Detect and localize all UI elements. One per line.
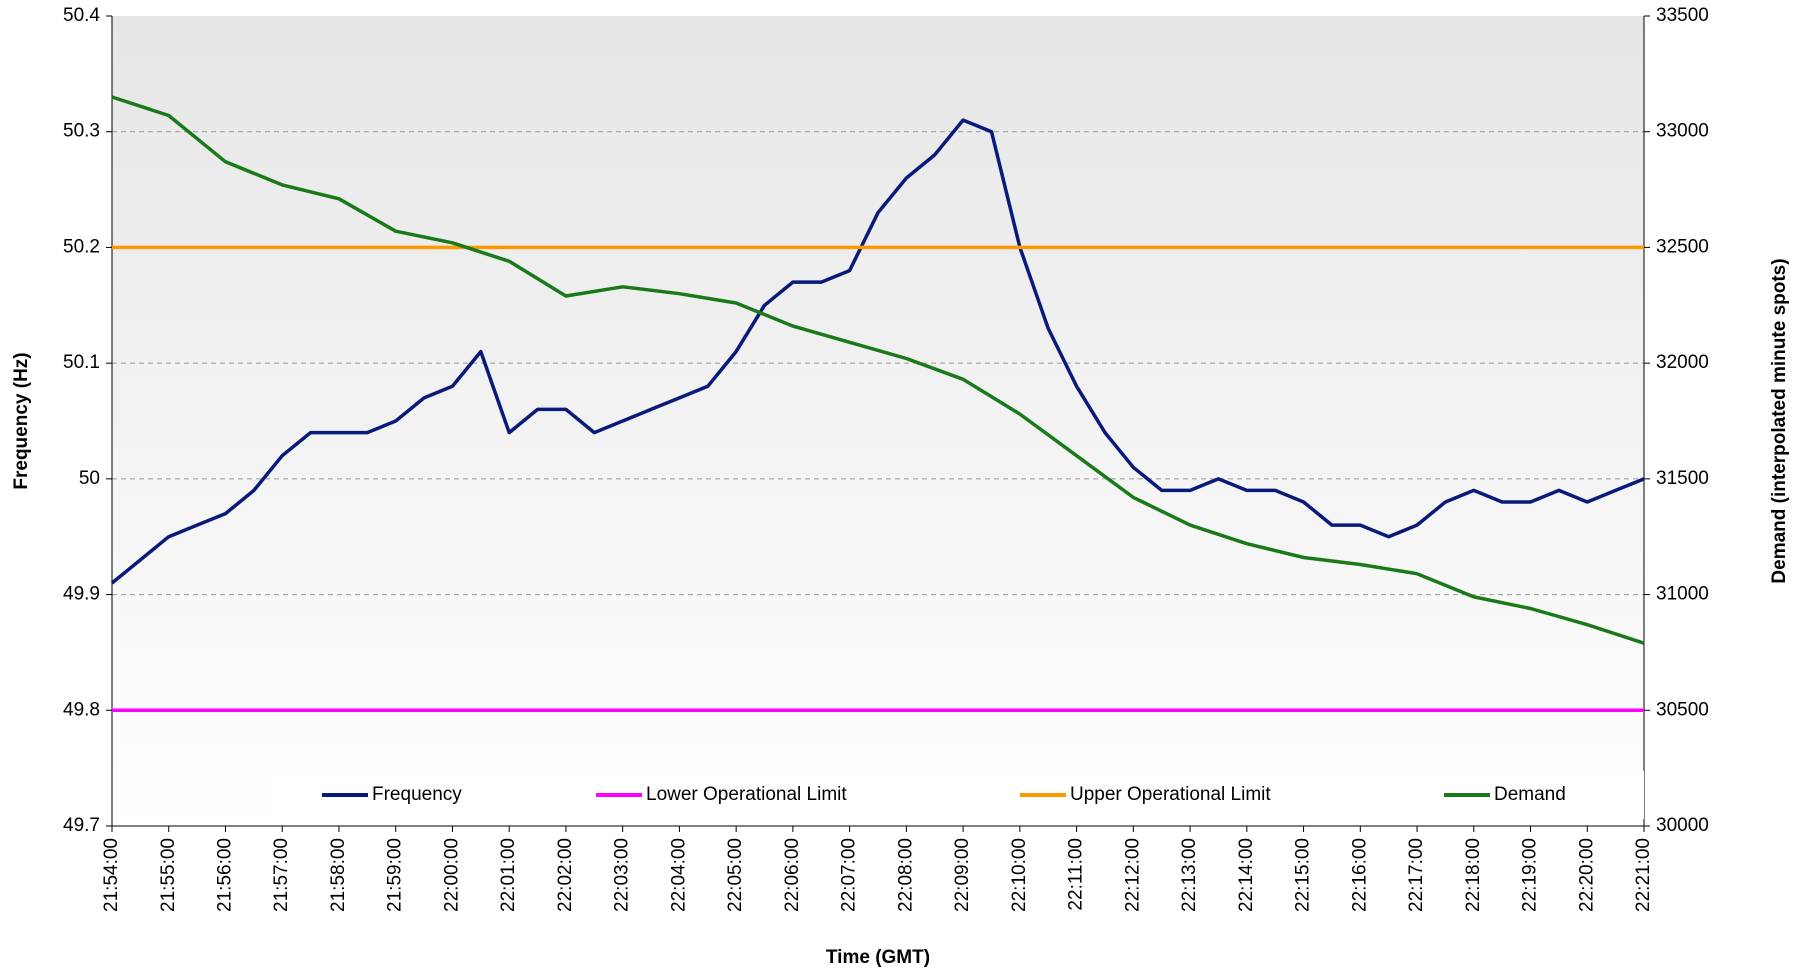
y2-tick-label: 32000 xyxy=(1656,352,1709,373)
y-tick-label: 49.7 xyxy=(63,815,100,836)
legend-label: Lower Operational Limit xyxy=(646,784,847,805)
x-tick-label: 22:08:00 xyxy=(895,838,916,912)
x-tick-label: 21:57:00 xyxy=(271,838,292,912)
plot-area xyxy=(112,16,1644,826)
x-tick-label: 22:09:00 xyxy=(952,838,973,912)
x-tick-label: 21:54:00 xyxy=(101,838,122,912)
legend-label: Upper Operational Limit xyxy=(1070,784,1271,805)
y-tick-label: 50.3 xyxy=(63,121,100,142)
x-tick-label: 22:06:00 xyxy=(782,838,803,912)
x-tick-label: 22:02:00 xyxy=(555,838,576,912)
x-axis-title: Time (GMT) xyxy=(826,947,930,968)
x-tick-label: 22:18:00 xyxy=(1463,838,1484,912)
series-line xyxy=(110,118,1645,585)
y2-tick-label: 33500 xyxy=(1656,5,1709,26)
x-tick-label: 22:21:00 xyxy=(1633,838,1654,912)
x-tick-label: 22:20:00 xyxy=(1576,838,1597,912)
y-tick-label: 50.1 xyxy=(63,352,100,373)
x-tick-label: 22:14:00 xyxy=(1236,838,1257,912)
y-tick-label: 50 xyxy=(79,468,100,489)
legend-box xyxy=(267,771,1644,819)
x-tick-label: 22:03:00 xyxy=(612,838,633,912)
x-tick-label: 22:19:00 xyxy=(1520,838,1541,912)
x-tick-label: 22:10:00 xyxy=(1009,838,1030,912)
y-tick-label: 49.8 xyxy=(63,699,100,720)
x-tick-label: 22:07:00 xyxy=(839,838,860,912)
y2-tick-label: 31500 xyxy=(1656,468,1709,489)
y-tick-label: 50.4 xyxy=(63,5,100,26)
legend-label: Frequency xyxy=(372,784,462,805)
x-tick-label: 22:17:00 xyxy=(1406,838,1427,912)
x-tick-label: 21:59:00 xyxy=(385,838,406,912)
x-tick-label: 22:12:00 xyxy=(1122,838,1143,912)
y2-tick-label: 33000 xyxy=(1656,121,1709,142)
y-axis-title: Frequency (Hz) xyxy=(11,352,32,489)
y2-tick-label: 32500 xyxy=(1656,236,1709,257)
y2-tick-label: 30500 xyxy=(1656,699,1709,720)
y-tick-label: 50.2 xyxy=(63,236,100,257)
x-tick-label: 22:00:00 xyxy=(441,838,462,912)
x-tick-label: 22:11:00 xyxy=(1066,838,1087,911)
x-tick-label: 22:16:00 xyxy=(1349,838,1370,912)
y2-axis-title: Demand (interpolated minute spots) xyxy=(1769,258,1790,583)
y-tick-label: 49.9 xyxy=(63,584,100,605)
x-tick-label: 22:05:00 xyxy=(725,838,746,912)
series-line xyxy=(111,95,1645,645)
x-tick-label: 21:58:00 xyxy=(328,838,349,912)
x-tick-label: 21:56:00 xyxy=(214,838,235,912)
x-tick-label: 22:04:00 xyxy=(668,838,689,912)
x-tick-label: 22:13:00 xyxy=(1179,838,1200,912)
x-tick-label: 22:15:00 xyxy=(1293,838,1314,912)
x-tick-label: 21:55:00 xyxy=(158,838,179,912)
x-tick-label: 22:01:00 xyxy=(498,838,519,912)
y2-tick-label: 31000 xyxy=(1656,584,1709,605)
legend-label: Demand xyxy=(1494,784,1566,805)
y2-tick-label: 30000 xyxy=(1656,815,1709,836)
